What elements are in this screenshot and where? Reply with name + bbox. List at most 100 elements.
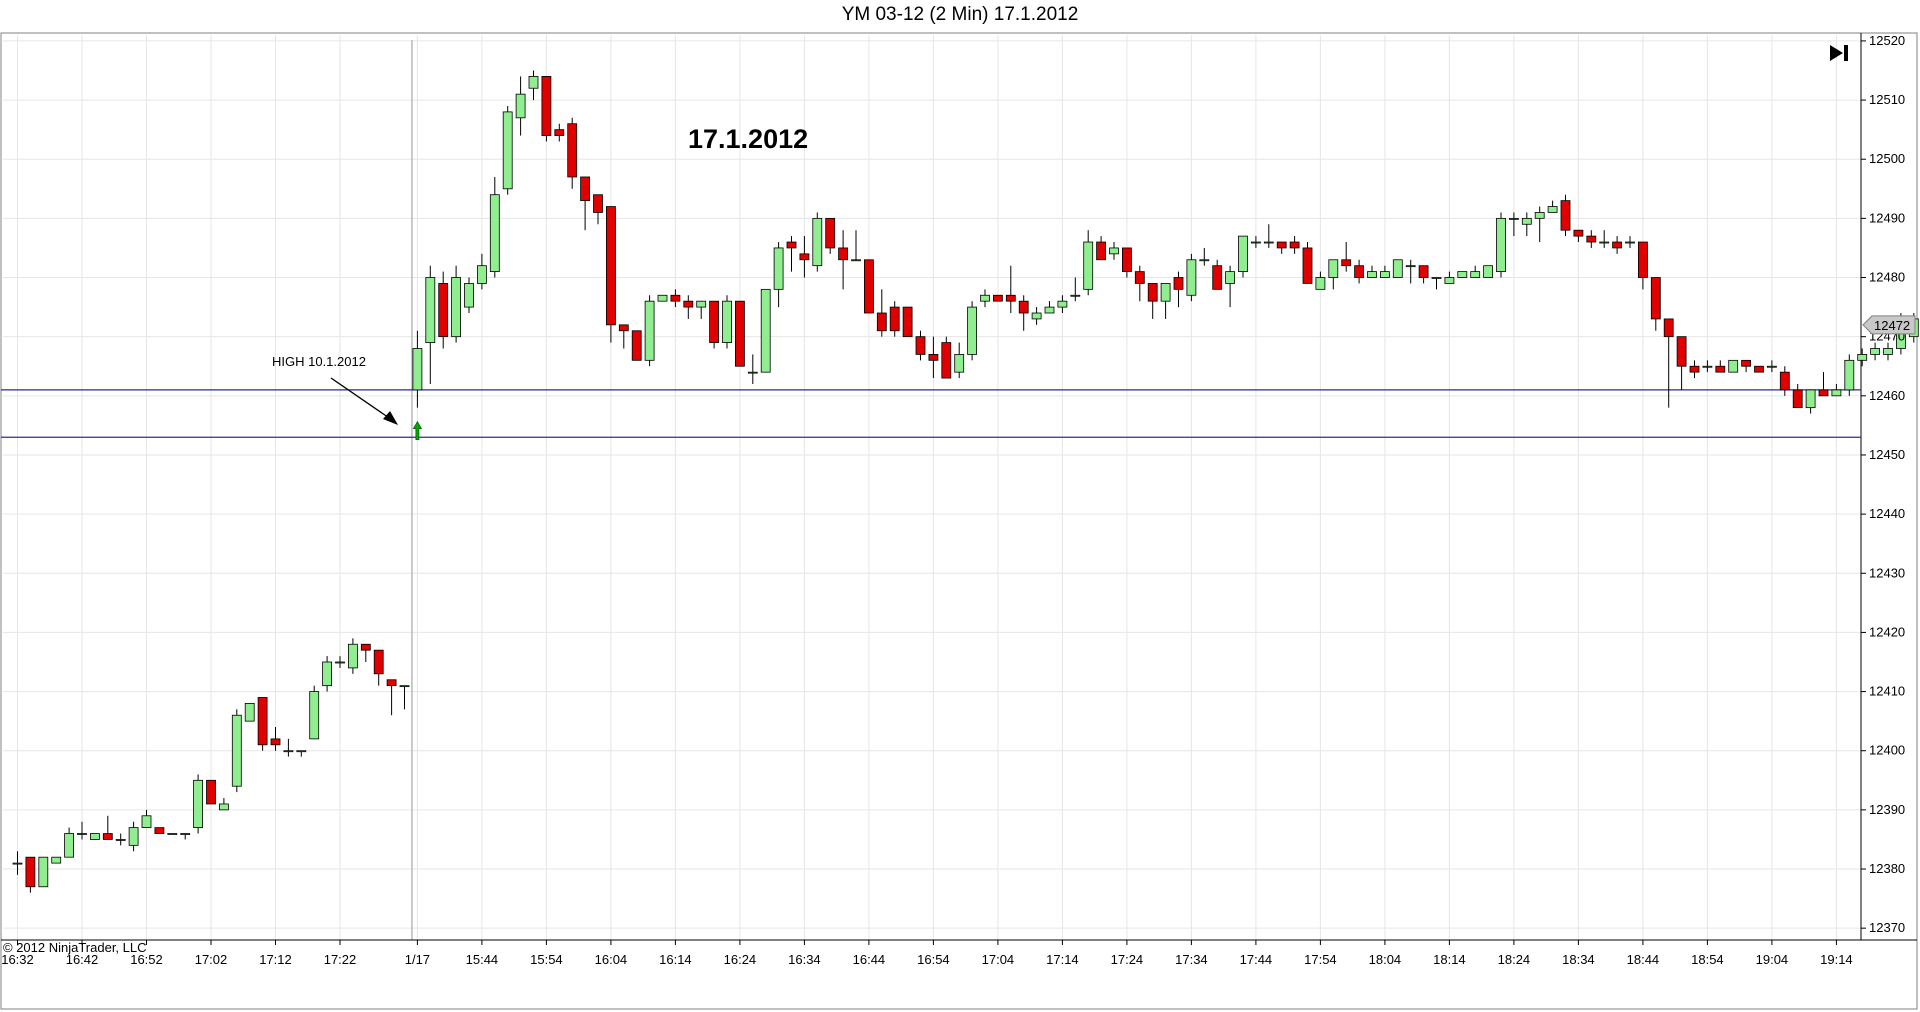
candle-body-up [90,833,100,840]
candle-body-down [580,176,590,202]
candle-body-up [502,111,513,190]
candle [38,856,49,888]
candle-body-down [889,306,900,332]
candle [657,294,668,302]
candle [786,236,797,272]
candle-body-down [735,300,745,367]
candle [296,750,307,757]
candle-body-up [244,702,255,722]
candle-body-down [799,253,810,261]
y-tick-label: 12380 [1869,861,1905,876]
candle [1405,259,1416,284]
x-tick-label: 18:44 [1627,952,1660,967]
candle [528,70,539,101]
candle [1341,242,1352,272]
y-tick-label: 12500 [1869,151,1905,166]
candle [476,253,487,290]
candle-body-up [657,294,668,302]
x-tick-label: 16:04 [595,952,628,967]
candle [812,212,823,272]
candle [193,774,204,834]
x-tick-label: 17:54 [1304,952,1337,967]
x-tick-label: 17:04 [982,952,1015,967]
candle [1767,360,1777,373]
candle [218,798,229,811]
x-tick-label: 19:14 [1820,952,1853,967]
candle-body-up [1405,265,1416,268]
candle-body-up [231,714,242,787]
candle [1779,366,1790,396]
candle [515,76,526,136]
candle-body-down [257,697,268,746]
candle [593,194,603,225]
skip-to-end-button[interactable] [1826,40,1854,66]
x-tick-label: 15:54 [530,952,563,967]
candle [309,685,320,740]
candle-body-up [322,661,333,687]
candle-body-up [1844,359,1855,391]
candle [1225,265,1235,308]
candle [915,330,926,361]
candle-body-up [296,750,307,753]
candle [1315,271,1326,290]
candle-body-down [915,336,926,355]
candle-body-down [1173,277,1184,290]
candle [1328,259,1339,290]
candle [90,833,100,840]
candle [1547,200,1558,213]
candle-body-up [476,265,487,284]
candle-body-up [954,354,965,373]
candle [1509,212,1519,237]
last-price-marker: 12472 [1862,315,1916,335]
candle-body-down [1147,283,1158,302]
candle-body-up [218,803,229,811]
candle [1521,212,1532,237]
x-tick-label: 16:14 [659,952,692,967]
candle-body-down [606,206,616,326]
y-axis: 12370 12380 12390 12400 12410 12420 12430 12440… [1861,33,1905,935]
candle-body-up [51,856,62,864]
candle [838,230,848,290]
candle [1702,360,1713,373]
x-tick-label: 16:44 [853,952,886,967]
x-tick-label: 1/17 [405,952,430,967]
x-tick-label: 19:04 [1756,952,1789,967]
x-tick-label: 18:14 [1433,952,1466,967]
candle [1470,265,1481,278]
candle-body-up [283,750,294,753]
candle-body-down [1212,265,1223,290]
candle-body-down [1289,241,1300,249]
candle [154,827,165,834]
candle [1070,277,1081,302]
x-tick-label: 16:42 [66,952,99,967]
candle-body-down [1650,277,1661,320]
candle [1186,253,1197,302]
candle [864,259,874,314]
candle-body-down [838,247,848,261]
candle [1160,283,1171,319]
skip-to-end-icon [1830,45,1848,61]
candle-body-up [722,300,732,343]
candle-body-up [1728,359,1739,373]
candle [1302,242,1313,284]
candle-body-down [154,827,165,834]
candle [1560,194,1571,237]
candle [941,336,952,379]
candle-body-up [1431,277,1442,279]
candle-body-up [1315,277,1326,290]
candle [735,300,745,367]
candle-body-down [902,306,913,338]
candle [1212,259,1223,290]
candle [902,306,913,338]
plot-frame [0,32,1918,1010]
candle-body-down [1715,365,1726,373]
candle-body-down [554,129,565,136]
y-tick-label: 12450 [1869,447,1905,462]
candle-body-up [1534,212,1545,219]
candle [825,217,836,254]
candle [1844,354,1855,396]
candle-body-up [335,661,345,664]
x-tick-label: 17:44 [1240,952,1273,967]
x-tick-label: 17:02 [195,952,228,967]
candle [399,685,410,710]
